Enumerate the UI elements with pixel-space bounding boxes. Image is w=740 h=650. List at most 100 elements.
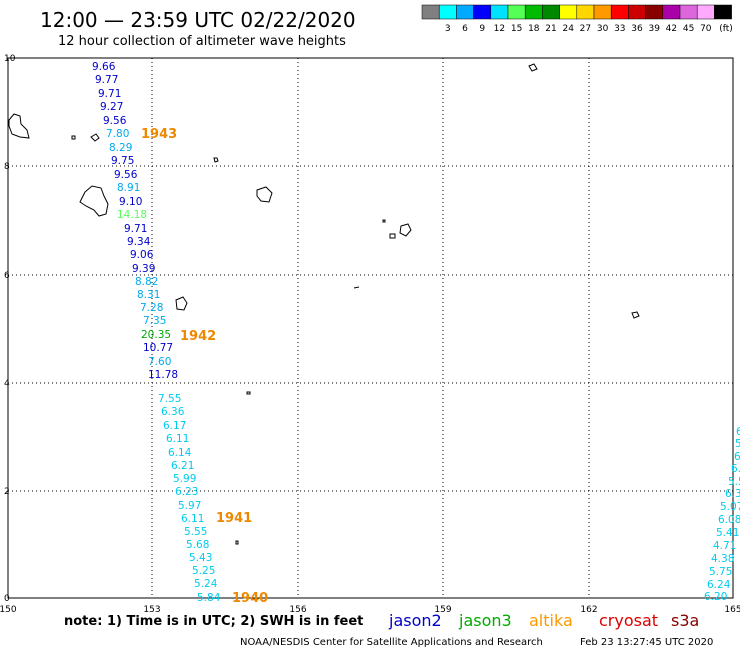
time-label: 1942 xyxy=(180,329,216,344)
scale-label: 27 xyxy=(580,24,591,34)
lat-tick-label: 8 xyxy=(4,162,10,172)
scale-swatch xyxy=(679,4,698,20)
scale-swatch xyxy=(593,4,612,20)
island-dot-b xyxy=(246,391,251,395)
time-label: 1943 xyxy=(141,127,177,142)
satellite-legend-item: cryosat xyxy=(599,611,658,630)
wave-reading: 7.80 xyxy=(106,128,129,140)
footer-note: note: 1) Time is in UTC; 2) SWH is in fe… xyxy=(64,614,363,629)
wave-reading: 6.24 xyxy=(707,579,731,591)
wave-reading: 7.60 xyxy=(148,356,171,368)
wave-reading: 7.55 xyxy=(158,393,181,405)
map-grid: 150 153 156 159 162 165 10 8 6 4 2 0 xyxy=(0,54,740,615)
wave-reading: 5.07 xyxy=(720,501,740,513)
coastlines xyxy=(8,63,640,545)
wave-reading: 9.71 xyxy=(124,223,147,235)
wave-reading: 6.23 xyxy=(175,486,198,498)
island-kosrae-b xyxy=(389,233,396,239)
scale-label: (ft) xyxy=(719,24,733,34)
wave-reading: 5 xyxy=(735,438,740,450)
wave-reading: 9.27 xyxy=(100,101,123,113)
scale-label: 39 xyxy=(648,24,660,34)
wave-reading: 5.84 xyxy=(197,592,221,604)
scale-swatch xyxy=(559,4,578,20)
wave-reading: 5.68 xyxy=(186,539,209,551)
scale-label: 9 xyxy=(479,24,485,34)
footer-credit: NOAA/NESDIS Center for Satellite Applica… xyxy=(240,637,543,648)
wave-reading: 6.36 xyxy=(161,406,185,418)
scale-swatch xyxy=(421,4,440,20)
lon-tick-label: 165 xyxy=(724,605,740,615)
lon-tick-label: 150 xyxy=(0,605,17,615)
scale-label: 45 xyxy=(683,24,694,34)
scale-swatch xyxy=(542,4,560,20)
wave-reading: 5.75 xyxy=(709,566,732,578)
lat-tick-label: 10 xyxy=(4,54,16,64)
wave-reading: 9.56 xyxy=(114,169,138,181)
wave-reading: 9.75 xyxy=(111,155,134,167)
wave-reading: 5.97 xyxy=(178,500,201,512)
wave-reading: 5.24 xyxy=(194,578,218,590)
wave-reading: 9.06 xyxy=(130,249,154,261)
scale-swatch xyxy=(714,4,732,20)
island-dot-a xyxy=(382,219,386,223)
scale-label: 36 xyxy=(631,24,643,34)
wave-reading: 11.78 xyxy=(148,369,178,381)
scale-swatch xyxy=(696,4,715,20)
wave-reading: 5.55 xyxy=(184,526,207,538)
wave-reading: 5.99 xyxy=(173,473,196,485)
lon-tick-label: 156 xyxy=(289,605,306,615)
scale-label: 30 xyxy=(597,24,609,34)
wave-reading: 6.17 xyxy=(163,420,186,432)
wave-reading: 9.39 xyxy=(132,263,155,275)
island-kosrae-a xyxy=(399,223,412,237)
lon-tick-label: 153 xyxy=(143,605,160,615)
satellite-legend: jason2 jason3 altika cryosat s3a xyxy=(388,611,699,630)
wave-reading: 7.28 xyxy=(140,302,163,314)
wave-reading: 6 xyxy=(736,426,740,438)
wave-readings: 9.669.779.719.279.567.808.299.759.568.91… xyxy=(92,61,740,604)
scale-label: 42 xyxy=(666,24,677,34)
island-small-1 xyxy=(90,133,100,142)
wave-reading: 6. xyxy=(734,451,740,463)
color-scale: 3 6 9 12 15 18 21 24 27 30 33 36 39 42 45 70 (ft) xyxy=(421,4,733,34)
wave-reading: 20.35 xyxy=(141,329,171,341)
island-dot-c xyxy=(235,540,239,545)
wave-reading: 8.31 xyxy=(137,289,160,301)
satellite-legend-item: s3a xyxy=(671,611,699,630)
wave-reading: 5.41 xyxy=(716,527,739,539)
lat-tick-label: 0 xyxy=(4,594,10,604)
scale-swatch xyxy=(662,4,681,20)
wave-reading: 8.29 xyxy=(109,142,132,154)
scale-swatch xyxy=(576,4,595,20)
scale-label: 18 xyxy=(528,24,540,34)
satellite-legend-item: altika xyxy=(529,611,573,630)
scale-label: 6 xyxy=(462,24,468,34)
time-label: 1940 xyxy=(232,591,268,606)
wave-reading: 9.10 xyxy=(119,196,142,208)
wave-reading: 6.3 xyxy=(725,488,740,500)
header: 12:00 — 23:59 UTC 02/22/2020 12 hour col… xyxy=(40,8,356,49)
scale-swatch xyxy=(507,4,526,20)
scale-label: 33 xyxy=(614,24,625,34)
wave-reading: 10.77 xyxy=(143,342,173,354)
lon-tick-label: 162 xyxy=(580,605,597,615)
island-pohnpei xyxy=(256,186,273,203)
map-subtitle: 12 hour collection of altimeter wave hei… xyxy=(58,34,346,49)
scale-swatch xyxy=(610,4,629,20)
scale-swatch xyxy=(490,4,509,20)
scale-swatch xyxy=(456,4,474,20)
map-title: 12:00 — 23:59 UTC 02/22/2020 xyxy=(40,8,356,32)
scale-swatch xyxy=(628,4,646,20)
wave-reading: 6.0 xyxy=(731,463,740,475)
wave-reading: 4.71 xyxy=(713,540,736,552)
wave-reading: 8.82 xyxy=(135,276,158,288)
wave-reading: 6.08 xyxy=(718,514,740,526)
satellite-legend-item: jason3 xyxy=(458,611,512,630)
footer: note: 1) Time is in UTC; 2) SWH is in fe… xyxy=(64,611,713,648)
wave-reading: 6.14 xyxy=(168,447,192,459)
scale-label: 24 xyxy=(562,24,574,34)
scale-swatch xyxy=(524,4,543,20)
wave-reading: 9.66 xyxy=(92,61,116,73)
